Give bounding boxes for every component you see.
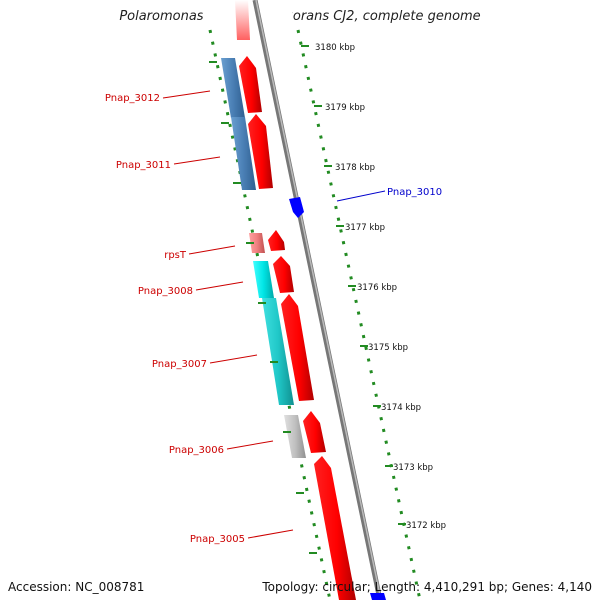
label-leader-line [173,156,221,165]
scale-tick-label: 3180 kbp [315,43,355,53]
genome-backbone [252,0,383,600]
forward-gene-arrow [268,230,285,251]
scale-tick-label: 3176 kbp [357,283,397,293]
forward-gene-arrow [239,56,262,113]
inner-ring-major-ticks [209,61,317,554]
reverse-gene-rpsT [249,233,265,253]
gene-label-Pnap_3008[interactable]: Pnap_3008 [138,286,193,297]
label-leader-line [162,90,211,99]
scale-tick-label: 3177 kbp [345,223,385,233]
accession-text: Accession: NC_008781 [8,580,145,594]
scale-tick-label: 3172 kbp [406,521,446,531]
forward-gene-arrow [273,256,294,293]
gene-label-Pnap_3012[interactable]: Pnap_3012 [105,93,160,104]
label-leader-line [209,354,258,364]
gene-labels: Pnap_3012 Pnap_3011 Pnap_3010 rpsT Pnap_… [105,90,442,545]
label-leader-line [226,440,274,450]
scale-ticks: 3180 kbp 3179 kbp 3178 kbp 3177 kbp 3176… [301,43,446,531]
scale-tick-label: 3179 kbp [325,103,365,113]
label-leader-line [336,190,386,202]
reverse-gene-Pnap_3012 [221,58,245,118]
scale-tick-label: 3178 kbp [335,163,375,173]
genome-backbone-highlight [255,0,382,600]
label-leader-line [195,281,244,291]
topology-text: Topology: circular; Length: 4,410,291 bp… [262,580,592,594]
scale-tick-label: 3173 kbp [393,463,433,473]
reverse-gene-Pnap_3011 [231,117,256,190]
reverse-gene-Pnap_3008 [253,261,274,298]
forward-gene-arrow [235,0,250,40]
gene-label-Pnap_3006[interactable]: Pnap_3006 [169,445,224,456]
bottom-gene-fragment [370,593,386,600]
gene-label-Pnap_3005[interactable]: Pnap_3005 [190,534,245,545]
reverse-gene-Pnap_3006 [284,415,306,458]
forward-gene-arrow [248,114,273,189]
scale-tick-label: 3175 kbp [368,343,408,353]
gene-label-rpsT[interactable]: rpsT [164,250,187,261]
highlight-gene-Pnap_3010 [289,197,304,218]
forward-gene-arrow [314,456,356,600]
gene-label-Pnap_3007[interactable]: Pnap_3007 [152,359,207,370]
label-leader-line [247,529,294,539]
inner-tick-ring [208,29,332,600]
gene-label-Pnap_3010[interactable]: Pnap_3010 [387,187,442,198]
gene-label-Pnap_3011[interactable]: Pnap_3011 [116,160,171,171]
forward-gene-arrow [303,411,326,453]
reverse-gene-Pnap_3007 [262,298,294,405]
outer-tick-ring [296,29,422,600]
label-leader-line [188,245,236,255]
scale-tick-label: 3174 kbp [381,403,421,413]
forward-gene-arrow [281,294,314,401]
